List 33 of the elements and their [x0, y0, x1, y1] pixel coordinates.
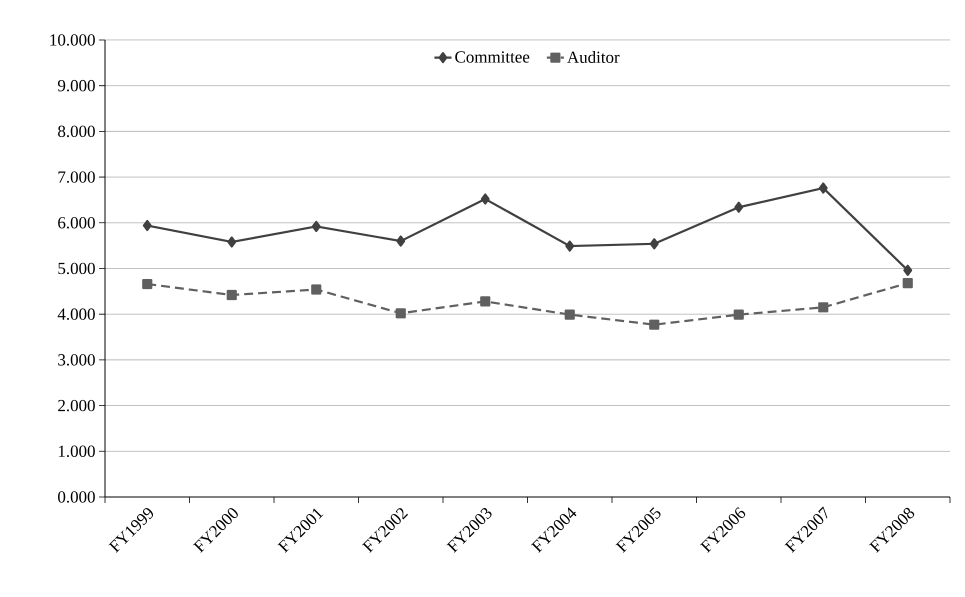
point [480, 296, 490, 306]
legend-label: Committee [455, 51, 530, 63]
point [311, 284, 322, 295]
point [312, 220, 321, 232]
point [818, 182, 828, 194]
point [818, 302, 828, 312]
point [903, 264, 912, 276]
y-tick-label: 10.000 [50, 34, 95, 46]
legend-label: Auditor [567, 51, 620, 63]
y-tick-label: 8.000 [58, 126, 95, 138]
point [396, 308, 406, 318]
point [226, 290, 237, 300]
point [142, 278, 152, 290]
y-tick-label: 4.000 [58, 308, 95, 320]
y-tick-label: 0.000 [58, 491, 95, 503]
y-tick-label: 1.000 [58, 446, 95, 458]
point [734, 202, 744, 213]
point [142, 220, 152, 232]
point [564, 310, 575, 320]
y-tick-label: 2.000 [58, 400, 95, 412]
y-tick-label: 5.000 [58, 262, 95, 274]
point [396, 235, 406, 247]
point [734, 310, 744, 320]
point [480, 193, 490, 205]
y-tick-label: 3.000 [58, 354, 95, 366]
y-tick-label: 6.000 [58, 217, 95, 229]
point [649, 320, 660, 330]
point [902, 278, 913, 288]
y-tick-label: 7.000 [58, 171, 95, 183]
point [650, 238, 659, 250]
y-tick-label: 9.000 [58, 80, 95, 92]
point [565, 240, 574, 252]
point [227, 236, 236, 248]
